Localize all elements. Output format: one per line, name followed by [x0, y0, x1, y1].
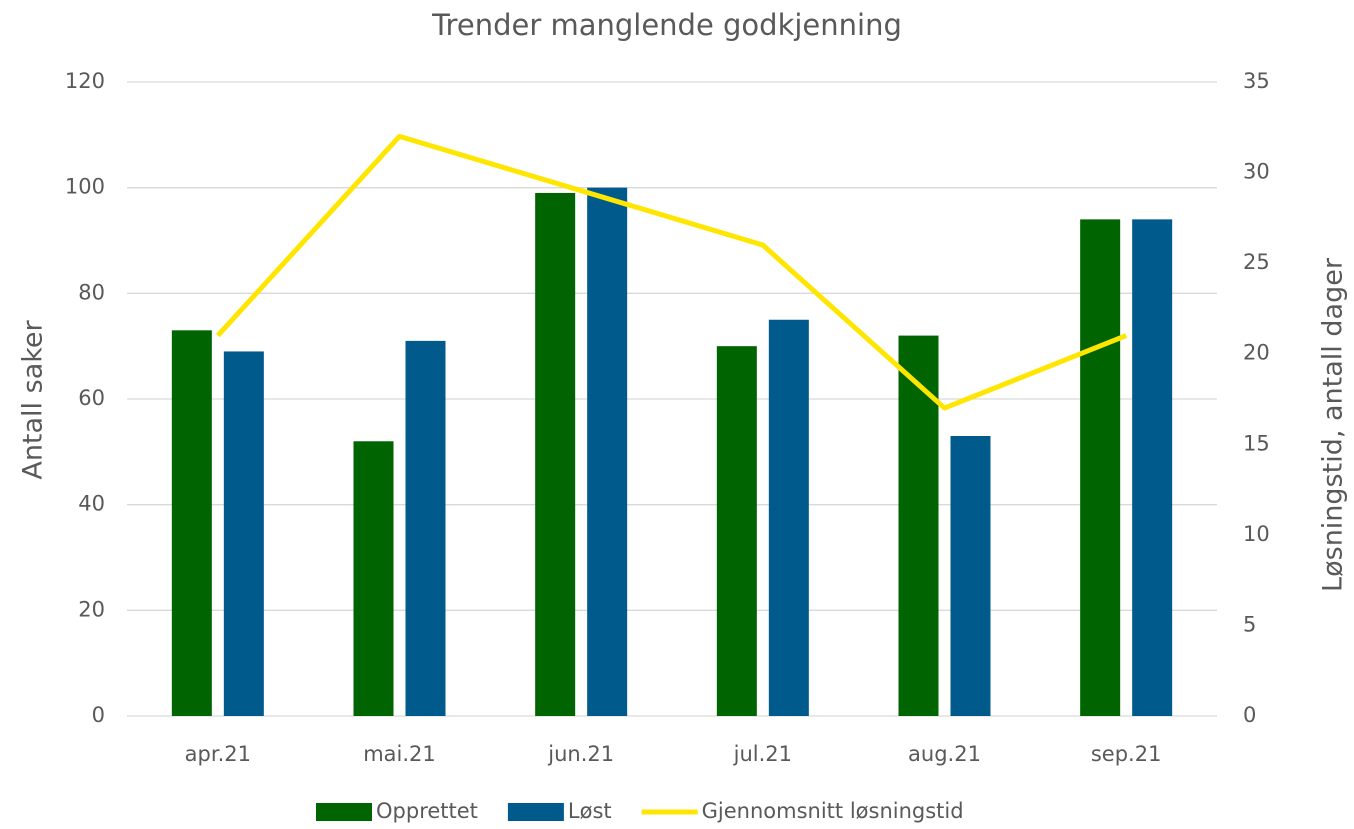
bar: [768, 319, 809, 716]
y2-tick-label: 20: [1243, 341, 1270, 365]
bar: [1080, 219, 1121, 716]
bar: [587, 187, 628, 716]
y-tick-label: 20: [78, 597, 105, 621]
y2-tick-label: 10: [1243, 522, 1270, 546]
x-tick-label: jul.21: [733, 742, 792, 766]
legend-label: Opprettet: [376, 799, 478, 823]
legend-swatch: [316, 803, 372, 821]
bar: [535, 192, 576, 716]
y-tick-label: 0: [92, 703, 105, 727]
y2-tick-label: 15: [1243, 431, 1270, 455]
y-tick-label: 60: [78, 386, 105, 410]
x-tick-label: sep.21: [1091, 742, 1162, 766]
legend-swatch: [507, 803, 564, 821]
y-tick-label: 120: [65, 69, 105, 93]
bar: [223, 351, 264, 716]
y2-tick-label: 5: [1243, 612, 1256, 636]
y2-tick-label: 0: [1243, 703, 1256, 727]
bar: [716, 346, 757, 716]
bar: [950, 435, 991, 716]
y-tick-label: 40: [78, 492, 105, 516]
bar: [171, 330, 212, 716]
y-axis-label: Antall saker: [18, 319, 49, 479]
bar: [405, 340, 446, 716]
legend-label: Løst: [568, 799, 612, 823]
y2-tick-label: 35: [1243, 69, 1270, 93]
x-tick-label: apr.21: [185, 742, 251, 766]
legend-label: Gjennomsnitt løsningstid: [702, 799, 964, 823]
bar: [898, 335, 939, 716]
x-tick-label: jun.21: [547, 742, 614, 766]
y2-tick-label: 30: [1243, 160, 1270, 184]
bar: [353, 441, 394, 716]
x-tick-label: mai.21: [363, 742, 436, 766]
y-tick-label: 80: [78, 280, 105, 304]
chart-title: Trender manglende godkjenning: [431, 8, 902, 42]
y2-axis-label: Løsningstid, antall dager: [1318, 257, 1349, 592]
y2-tick-label: 25: [1243, 250, 1270, 274]
x-tick-label: aug.21: [908, 742, 981, 766]
y-tick-label: 100: [65, 175, 105, 199]
bar: [1132, 219, 1173, 716]
line-series: [215, 133, 1128, 411]
